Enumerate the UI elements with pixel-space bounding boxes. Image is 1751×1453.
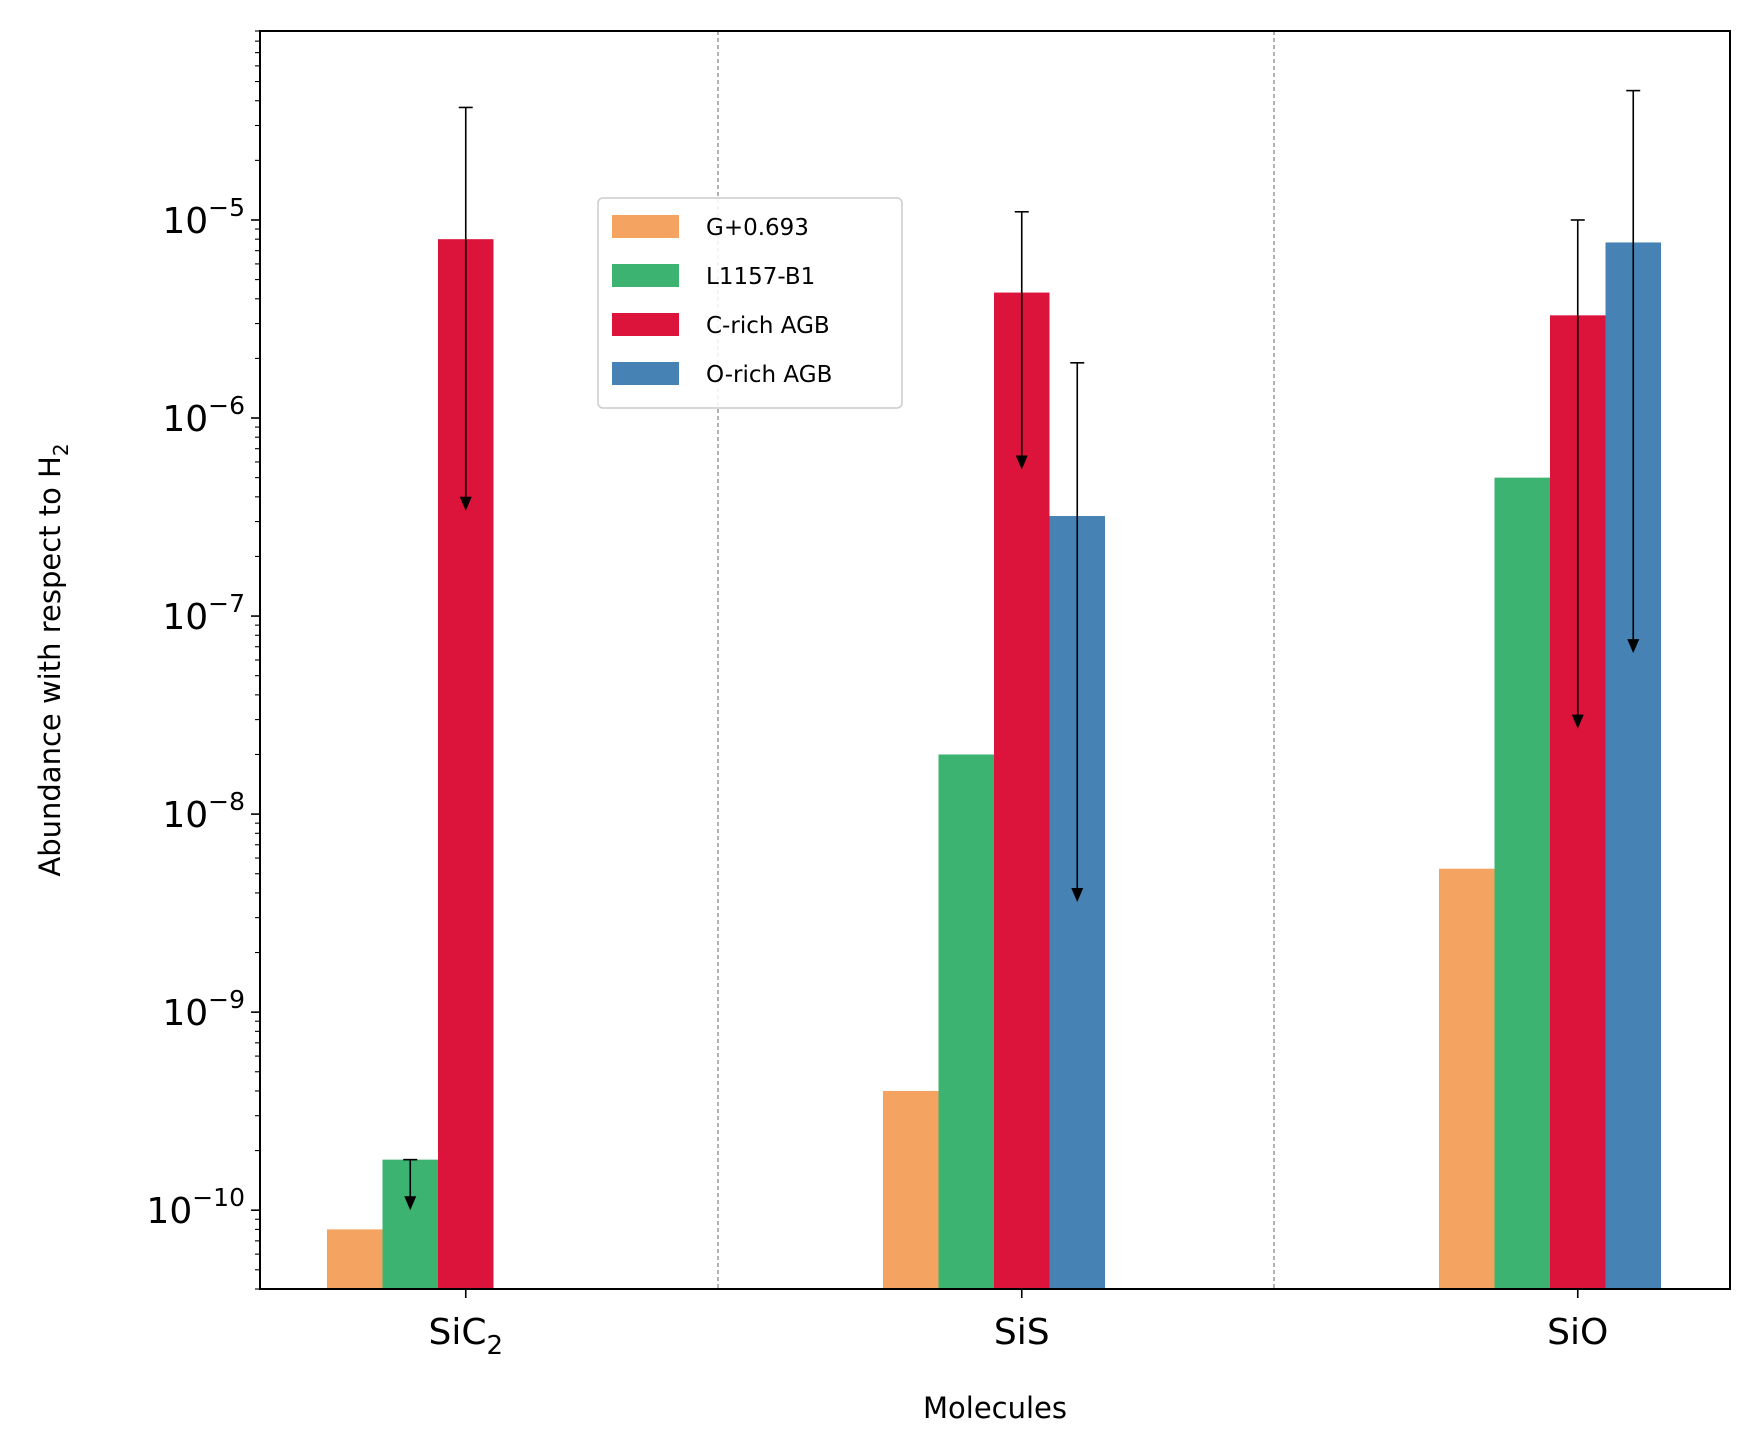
bar: [1439, 868, 1495, 1289]
y-tick-label: 10−5: [162, 193, 245, 242]
x-axis-ticks: SiC2 SiS SiO: [428, 1289, 1608, 1361]
range-arrow: [1626, 89, 1641, 654]
x-tick-label: SiS: [994, 1312, 1050, 1353]
legend-label: G+0.693: [706, 215, 809, 241]
range-arrow: [1014, 210, 1029, 470]
x-axis-title: Molecules: [923, 1391, 1067, 1425]
y-tick-label: 10−6: [162, 391, 245, 440]
y-tick-label: 10−10: [146, 1183, 245, 1232]
bar: [1494, 477, 1550, 1290]
legend-label: L1157-B1: [706, 264, 815, 290]
bar: [883, 1090, 939, 1289]
x-tick-label: SiO: [1547, 1312, 1608, 1353]
range-arrow: [1070, 362, 1085, 902]
y-axis-title: Abundance with respect to H2: [33, 443, 73, 876]
range-arrow: [403, 1158, 418, 1211]
y-tick-label: 10−8: [162, 787, 245, 836]
bar: [938, 754, 994, 1289]
y-tick-label: 10−9: [162, 985, 245, 1034]
legend-swatch: [612, 362, 679, 385]
x-tick-label: SiC2: [428, 1312, 503, 1361]
y-axis-ticks: 10−10 10−9 10−8 10−7 10−6 10−5: [146, 30, 260, 1290]
y-tick-label: 10−7: [162, 589, 245, 638]
range-arrows-group: [403, 89, 1641, 1211]
legend-frame: [597, 197, 903, 409]
legend-label: C-rich AGB: [706, 313, 830, 339]
legend-swatch: [612, 215, 679, 238]
legend-label: O-rich AGB: [706, 362, 832, 388]
bars-group: [327, 239, 1661, 1290]
y-axis-title-subscript: 2: [49, 443, 73, 456]
legend: G+0.693 L1157-B1 C-rich AGB O-rich AGB: [597, 197, 903, 409]
legend-swatch: [612, 313, 679, 336]
y-axis-title-text: Abundance with respect to H: [33, 456, 67, 876]
range-arrow: [458, 106, 473, 511]
range-arrow: [1570, 219, 1585, 729]
legend-swatch: [612, 264, 679, 287]
bar: [327, 1229, 383, 1289]
